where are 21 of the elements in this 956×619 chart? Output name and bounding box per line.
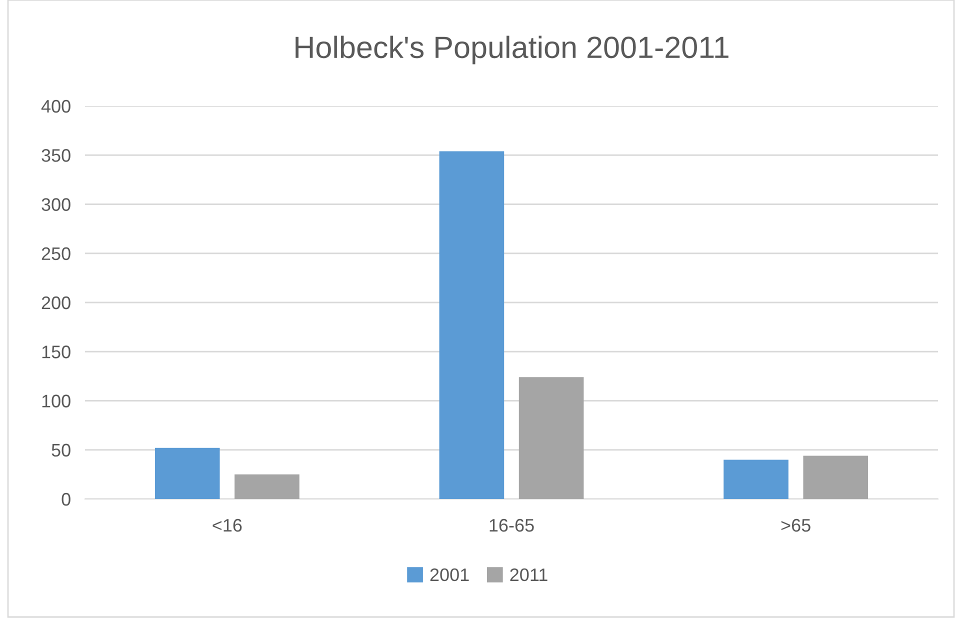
y-tick-label: 300	[42, 198, 70, 211]
y-tick-label: 50	[52, 444, 70, 457]
bar	[439, 151, 504, 499]
y-tick-label: 0	[62, 492, 70, 506]
y-tick-label: 100	[42, 394, 70, 408]
x-tick-label: 16-65	[490, 518, 534, 532]
x-tick-label: <16	[212, 518, 242, 532]
y-tick-label: 200	[42, 296, 70, 310]
legend-label: 2011	[510, 568, 548, 582]
bar	[724, 460, 788, 499]
chart-title: Holbeck's Population 2001-2011	[296, 36, 728, 64]
y-tick-label: 400	[41, 100, 70, 113]
legend-label: 2001	[430, 568, 469, 582]
y-tick-label: 350	[42, 149, 70, 162]
x-tick-label: >65	[781, 518, 810, 532]
y-tick-label: 250	[42, 247, 70, 260]
bar	[803, 456, 868, 499]
bar	[234, 474, 300, 499]
y-tick-label: 150	[42, 346, 70, 358]
bar	[518, 377, 584, 499]
bar	[154, 448, 220, 499]
